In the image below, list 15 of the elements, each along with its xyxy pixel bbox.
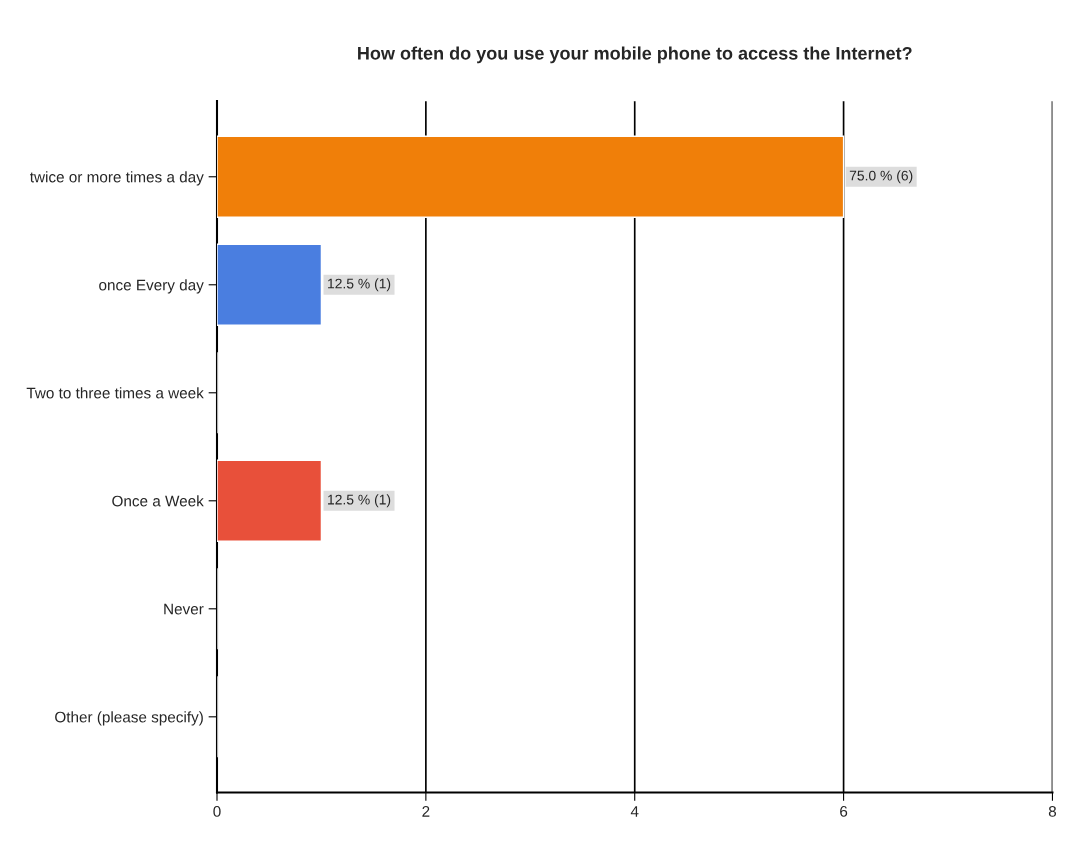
x-tick-label: 4 — [630, 806, 639, 817]
x-tick-label: 0 — [213, 806, 221, 817]
x-tick-label: 6 — [840, 806, 848, 817]
data-label: 12.5 % (1) — [328, 494, 391, 508]
chart-title: How often do you use your mobile phone to access the Internet? — [358, 46, 912, 64]
y-tick-label: twice or more times a day — [29, 171, 204, 186]
y-tick-label: Once a Week — [112, 495, 204, 507]
x-tick-label: 2 — [422, 806, 430, 817]
y-tick-label: once Every day — [99, 279, 204, 294]
x-tick-label: 8 — [1048, 806, 1057, 817]
data-label: 75.0 % (6) — [849, 170, 913, 184]
y-tick-label: Two to three times a week — [26, 387, 204, 399]
data-label: 12.5 % (1) — [328, 278, 391, 292]
y-tick-label: Other (please specify) — [55, 711, 203, 726]
y-tick-label: Never — [164, 603, 204, 615]
